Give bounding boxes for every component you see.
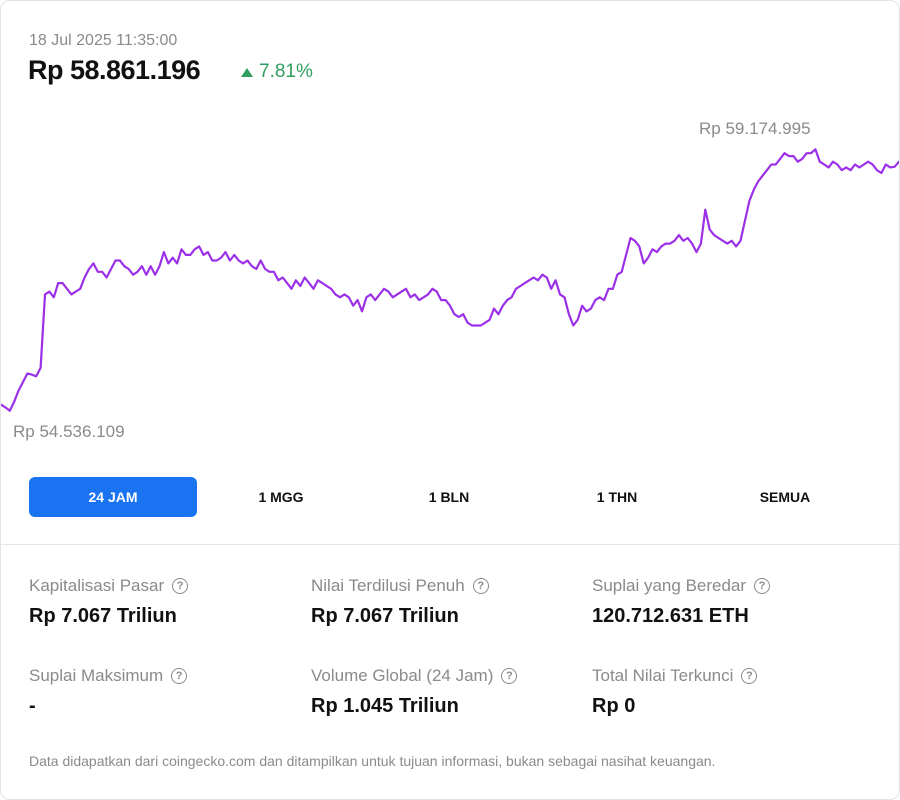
stat-label: Suplai Maksimum (29, 666, 164, 685)
timeframe-tabs: 24 JAM 1 MGG 1 BLN 1 THN SEMUA (29, 477, 869, 517)
stat-label: Volume Global (24 Jam) (311, 666, 494, 685)
section-divider (1, 544, 899, 545)
stat-label: Suplai yang Beredar (592, 576, 747, 595)
current-price: Rp 58.861.196 (28, 55, 201, 85)
chart-high-label: Rp 59.174.995 (699, 119, 811, 138)
help-icon[interactable]: ? (754, 578, 771, 594)
tab-1-thn[interactable]: 1 THN (596, 489, 638, 505)
disclaimer: Data didapatkan dari coingecko.com dan d… (29, 753, 716, 769)
help-icon[interactable]: ? (171, 668, 188, 684)
chart-low-label: Rp 54.536.109 (13, 422, 125, 441)
stat-circulating-supply: Suplai yang Beredar ? 120.712.631 ETH (592, 576, 862, 628)
stat-value: 120.712.631 ETH (592, 605, 749, 627)
stat-value: Rp 0 (592, 695, 636, 717)
price-line (1, 148, 899, 412)
stat-value: Rp 7.067 Triliun (311, 605, 459, 627)
price-change-percent: 7.81% (259, 61, 313, 82)
tab-24-jam[interactable]: 24 JAM (29, 477, 197, 517)
stat-max-supply: Suplai Maksimum ? - (29, 666, 299, 718)
help-icon[interactable]: ? (472, 578, 489, 594)
stat-label: Kapitalisasi Pasar (29, 576, 165, 595)
price-change: 7.81% (241, 61, 313, 83)
stat-value: Rp 1.045 Triliun (311, 695, 459, 717)
stat-fully-diluted: Nilai Terdilusi Penuh ? Rp 7.067 Triliun (311, 576, 581, 628)
price-chart[interactable] (1, 111, 900, 451)
help-icon[interactable]: ? (172, 578, 189, 594)
stat-value: - (29, 695, 36, 717)
tab-semua[interactable]: SEMUA (759, 489, 811, 505)
stat-label: Total Nilai Terkunci (592, 666, 734, 685)
stat-market-cap: Kapitalisasi Pasar ? Rp 7.067 Triliun (29, 576, 299, 628)
help-icon[interactable]: ? (501, 668, 518, 684)
stat-label: Nilai Terdilusi Penuh (311, 576, 465, 595)
tab-1-mgg[interactable]: 1 MGG (258, 489, 304, 505)
stat-total-value-locked: Total Nilai Terkunci ? Rp 0 (592, 666, 862, 718)
help-icon[interactable]: ? (741, 668, 758, 684)
price-timestamp: 18 Jul 2025 11:35:00 (29, 32, 178, 49)
stat-value: Rp 7.067 Triliun (29, 605, 177, 627)
tab-1-bln[interactable]: 1 BLN (428, 489, 470, 505)
arrow-up-icon (241, 67, 253, 77)
stat-global-volume: Volume Global (24 Jam) ? Rp 1.045 Triliu… (311, 666, 581, 718)
